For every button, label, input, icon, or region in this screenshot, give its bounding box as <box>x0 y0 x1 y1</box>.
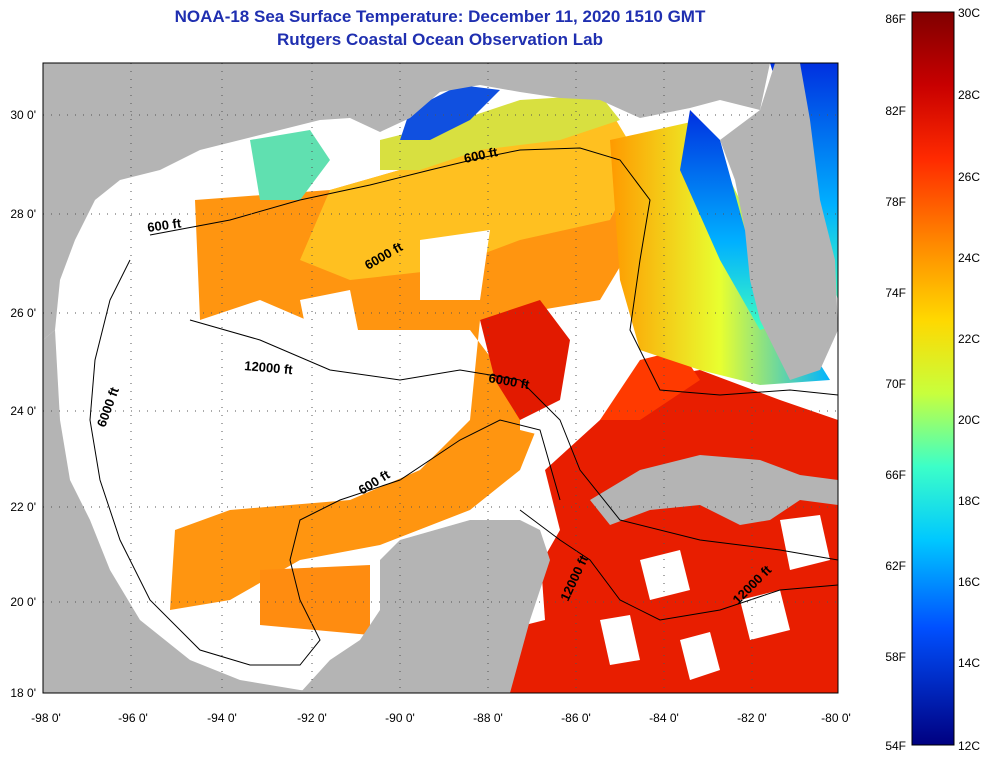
celsius-label: 28C <box>958 88 980 102</box>
fahrenheit-label: 74F <box>885 286 906 300</box>
map-title: NOAA-18 Sea Surface Temperature: Decembe… <box>174 7 706 26</box>
temperature-colorbar <box>911 11 955 746</box>
celsius-label: 30C <box>958 6 980 20</box>
map-subtitle: Rutgers Coastal Ocean Observation Lab <box>277 30 603 49</box>
celsius-label: 16C <box>958 575 980 589</box>
lat-tick-label: 22 0' <box>10 500 36 514</box>
lon-tick-label: -92 0' <box>297 711 327 725</box>
lon-tick-label: -94 0' <box>207 711 237 725</box>
lon-tick-label: -84 0' <box>649 711 679 725</box>
lat-tick-label: 26 0' <box>10 306 36 320</box>
fahrenheit-label: 62F <box>885 559 906 573</box>
celsius-label: 26C <box>958 170 980 184</box>
graticule <box>43 63 838 693</box>
lon-tick-label: -88 0' <box>473 711 503 725</box>
fahrenheit-label: 86F <box>885 12 906 26</box>
celsius-label: 12C <box>958 739 980 753</box>
lon-tick-label: -86 0' <box>561 711 591 725</box>
celsius-label: 18C <box>958 494 980 508</box>
lon-tick-label: -80 0' <box>821 711 851 725</box>
lon-tick-label: -90 0' <box>385 711 415 725</box>
fahrenheit-label: 70F <box>885 377 906 391</box>
celsius-label: 24C <box>958 251 980 265</box>
lon-tick-label: -98 0' <box>31 711 61 725</box>
depth-label: 12000 ft <box>244 358 294 377</box>
sst-data-layer <box>170 63 838 693</box>
lat-tick-label: 18 0' <box>10 686 36 700</box>
celsius-label: 22C <box>958 332 980 346</box>
celsius-label: 14C <box>958 656 980 670</box>
lon-tick-label: -96 0' <box>118 711 148 725</box>
fahrenheit-label: 82F <box>885 104 906 118</box>
land-layer <box>43 63 838 693</box>
fahrenheit-label: 58F <box>885 650 906 664</box>
lat-tick-label: 28 0' <box>10 207 36 221</box>
lat-tick-label: 24 0' <box>10 404 36 418</box>
fahrenheit-label: 54F <box>885 739 906 753</box>
depth-label: 600 ft <box>146 215 182 235</box>
depth-label: 6000 ft <box>487 370 531 392</box>
celsius-label: 20C <box>958 413 980 427</box>
plot-frame <box>42 62 839 694</box>
fahrenheit-label: 66F <box>885 468 906 482</box>
depth-label: 600 ft <box>463 144 500 166</box>
depth-contours <box>89 147 838 666</box>
fahrenheit-label: 78F <box>885 195 906 209</box>
lon-tick-label: -82 0' <box>737 711 767 725</box>
lat-tick-label: 20 0' <box>10 595 36 609</box>
lat-tick-label: 30 0' <box>10 108 36 122</box>
